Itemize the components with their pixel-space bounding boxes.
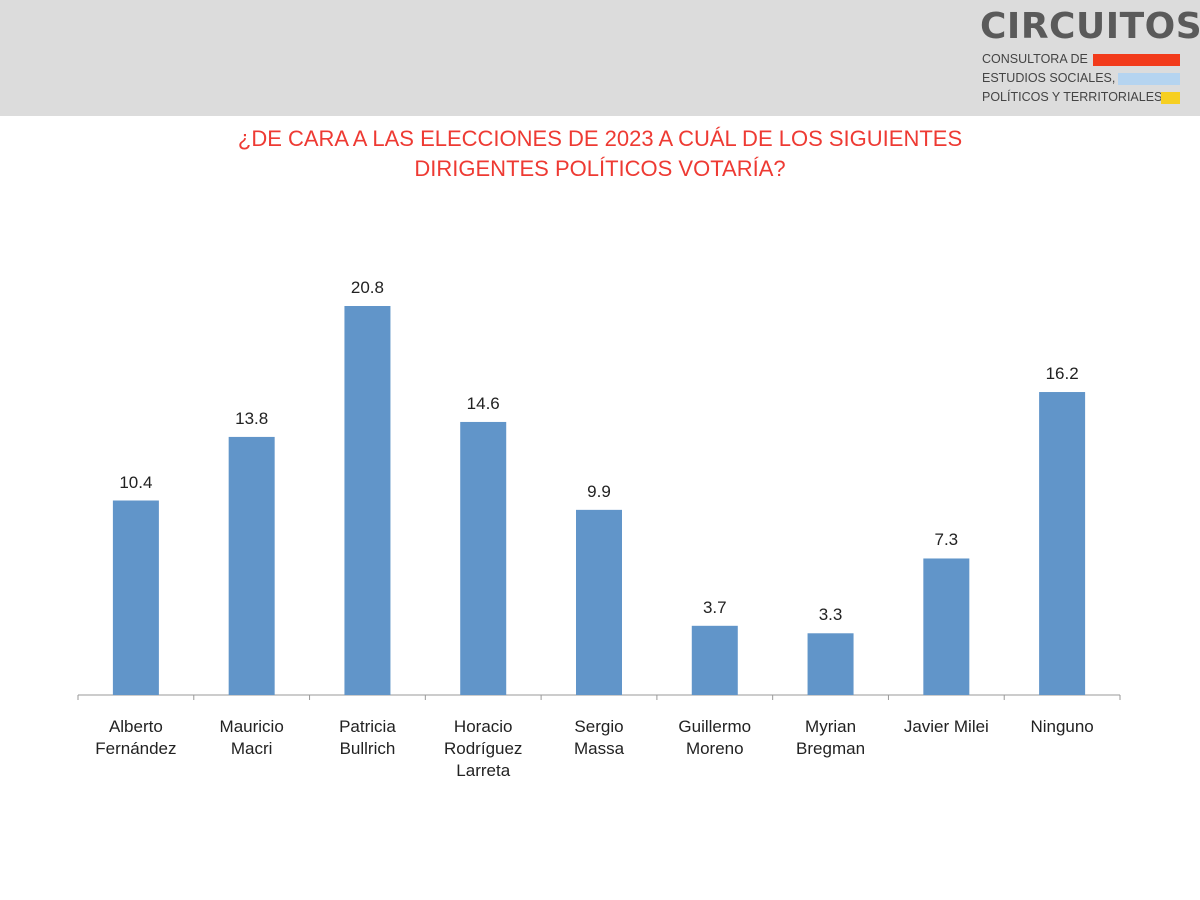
bar-value-label: 7.3 bbox=[934, 530, 959, 550]
bar-value-label: 9.9 bbox=[587, 481, 611, 501]
bar bbox=[344, 306, 391, 695]
bar-value-label: 14.6 bbox=[466, 393, 500, 413]
logo-line-3: POLÍTICOS Y TERRITORIALES bbox=[982, 90, 1163, 104]
logo-bar-red bbox=[1093, 54, 1180, 66]
category-label: Ninguno bbox=[1030, 717, 1094, 736]
logo-line-1: CONSULTORA DE bbox=[982, 52, 1088, 66]
category-label: Guillermo Moreno bbox=[678, 717, 752, 758]
bar bbox=[1039, 392, 1086, 695]
logo-name: CIRCUITOS bbox=[980, 6, 1200, 47]
category-label: Alberto Fernández bbox=[95, 717, 177, 758]
bar bbox=[576, 509, 622, 695]
category-label: Patricia Bullrich bbox=[339, 717, 396, 758]
logo-bar-yellow bbox=[1161, 92, 1180, 104]
category-label: Horacio Rodríguez Larreta bbox=[444, 717, 523, 780]
chart-title-line-2: DIRIGENTES POLÍTICOS VOTARÍA? bbox=[414, 156, 786, 181]
bar-value-label: 3.7 bbox=[702, 597, 727, 617]
circuitos-logo: CIRCUITOS CONSULTORA DE ESTUDIOS SOCIALE… bbox=[980, 6, 1200, 110]
bar bbox=[460, 421, 507, 695]
chart-title: ¿DE CARA A LAS ELECCIONES DE 2023 A CUÁL… bbox=[150, 124, 1050, 184]
category-label: Sergio Massa bbox=[573, 717, 625, 758]
category-label: Javier Milei bbox=[903, 717, 989, 736]
bar bbox=[112, 500, 159, 695]
bar-value-label: 16.2 bbox=[1045, 364, 1079, 384]
bar-value-label: 3.3 bbox=[818, 605, 843, 625]
bar-value-label: 13.8 bbox=[235, 408, 269, 428]
header-band bbox=[0, 0, 1200, 116]
bar bbox=[923, 558, 970, 695]
bar bbox=[228, 436, 275, 695]
chart-title-line-1: ¿DE CARA A LAS ELECCIONES DE 2023 A CUÁL… bbox=[237, 126, 963, 151]
category-label: Myrian Bregman bbox=[796, 717, 866, 758]
bar-value-label: 20.8 bbox=[350, 278, 384, 297]
logo-line-2: ESTUDIOS SOCIALES, bbox=[982, 71, 1116, 85]
bar bbox=[691, 625, 738, 695]
bar-value-label: 10.4 bbox=[119, 472, 153, 492]
logo-bar-blue bbox=[1118, 73, 1180, 85]
category-label: Mauricio Macri bbox=[219, 717, 284, 758]
bar bbox=[807, 633, 854, 695]
